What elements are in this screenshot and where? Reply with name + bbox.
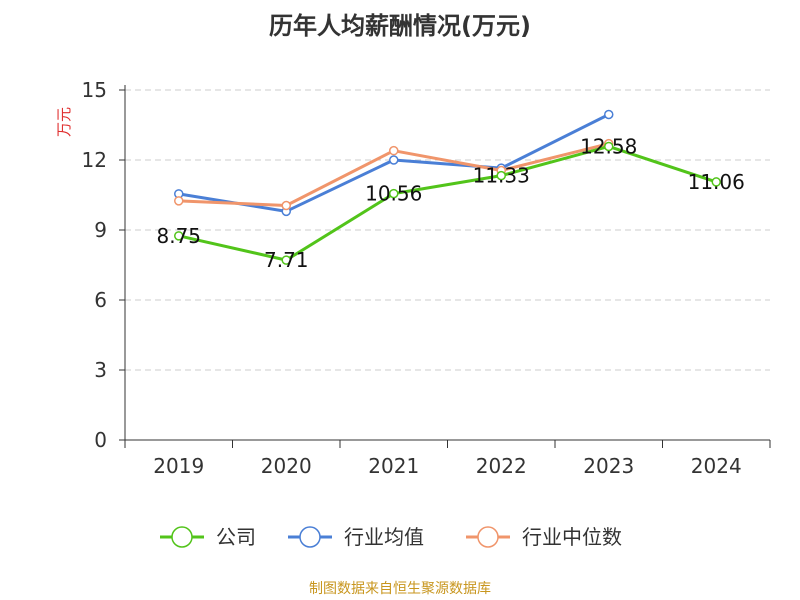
data-point bbox=[389, 155, 399, 165]
y-tick-label: 15 bbox=[82, 78, 107, 102]
legend-label: 行业均值 bbox=[344, 525, 424, 549]
y-tick-label: 12 bbox=[82, 148, 107, 172]
y-tick-label: 6 bbox=[94, 288, 107, 312]
grid-lines bbox=[125, 89, 770, 371]
data-point bbox=[604, 109, 614, 120]
data-point bbox=[174, 231, 184, 241]
legend-label: 公司 bbox=[216, 525, 256, 549]
x-tick-label: 2019 bbox=[153, 454, 204, 478]
data-point bbox=[389, 145, 399, 156]
data-labels: 8.75 7.71 10.56 11.33 12.58 11.06 bbox=[156, 134, 744, 272]
y-axis-title: 万元 bbox=[55, 107, 73, 137]
y-tick-label: 3 bbox=[94, 358, 107, 382]
data-point bbox=[281, 255, 291, 265]
x-tick-label: 2021 bbox=[368, 454, 419, 478]
data-label: 10.56 bbox=[365, 182, 422, 206]
x-tick-label: 2024 bbox=[691, 454, 742, 478]
data-label: 12.58 bbox=[580, 134, 637, 158]
x-tick-label: 2020 bbox=[261, 454, 312, 478]
data-point bbox=[389, 188, 399, 199]
data-point bbox=[711, 177, 721, 187]
source-note: 制图数据来自恒生聚源数据库 bbox=[309, 581, 491, 597]
data-point bbox=[496, 170, 506, 181]
x-tick-label: 2022 bbox=[476, 454, 527, 478]
data-point bbox=[604, 141, 614, 152]
axes: 0 3 6 9 12 15 万元 2019 2020 2021 2022 2023 2024 bbox=[55, 78, 771, 478]
y-tick-label: 9 bbox=[94, 218, 107, 242]
series-lines bbox=[174, 109, 721, 265]
data-point bbox=[281, 200, 291, 211]
legend-marker bbox=[299, 526, 321, 548]
chart-title: 历年人均薪酬情况(万元) bbox=[269, 12, 531, 40]
legend-marker bbox=[171, 526, 193, 548]
legend-marker bbox=[477, 526, 499, 548]
x-tick-label: 2023 bbox=[583, 454, 634, 478]
data-label: 7.71 bbox=[264, 248, 309, 272]
series-line bbox=[178, 144, 717, 262]
data-label: 11.06 bbox=[688, 170, 745, 194]
y-tick-label: 0 bbox=[94, 428, 107, 452]
legend-label: 行业中位数 bbox=[522, 525, 622, 549]
legend: 公司 行业均值 行业中位数 bbox=[160, 525, 622, 549]
data-label: 11.33 bbox=[473, 164, 530, 188]
data-label: 8.75 bbox=[156, 224, 201, 248]
data-point bbox=[174, 196, 184, 206]
